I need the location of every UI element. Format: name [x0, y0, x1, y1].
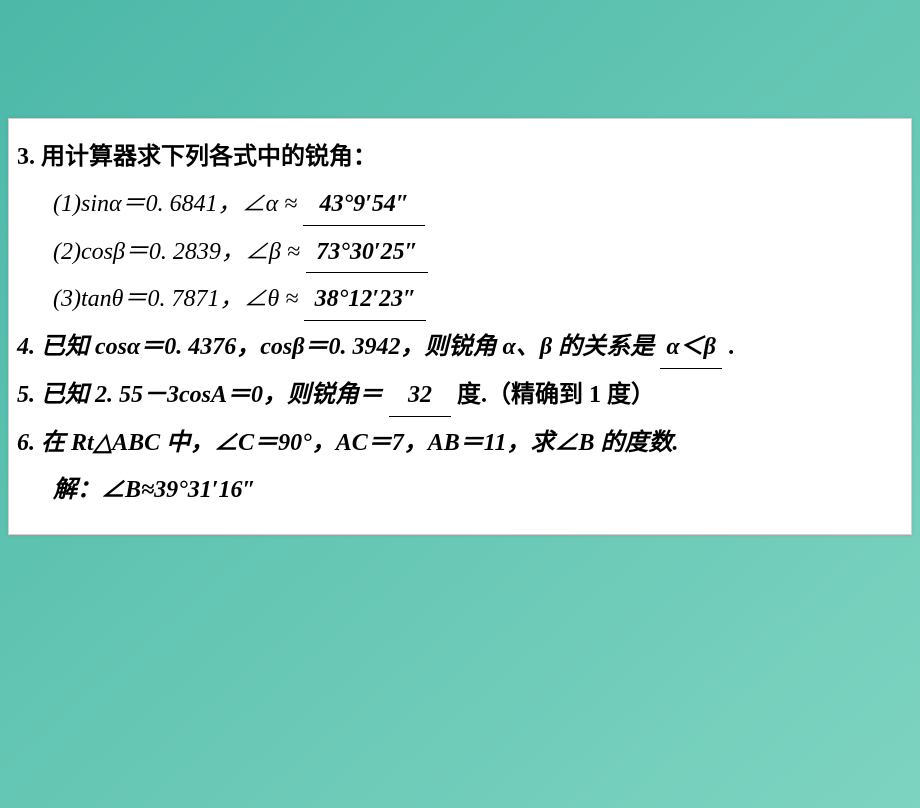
q6-title: 6. 在 Rt△ABC 中，∠C＝90°，AC＝7，AB＝11，求∠B 的度数.: [17, 423, 895, 464]
q3-item1-answer: 43°9′54″: [303, 184, 425, 226]
q5-post: 度.（精确到 1 度）: [457, 382, 655, 408]
q5-answer: 32: [389, 375, 451, 417]
q3-item3-answer: 38°12′23″: [304, 279, 426, 321]
q6-solution: 解：∠B≈39°31′16″: [17, 470, 895, 511]
q3-item2: (2)cosβ＝0. 2839，∠β ≈ 73°30′25″: [17, 232, 895, 274]
q6-sol-label: 解：: [53, 477, 101, 503]
q3-item2-answer: 73°30′25″: [306, 232, 428, 274]
q3-item3-pre: (3)tanθ＝0. 7871，∠θ ≈: [53, 286, 298, 312]
q3-item1: (1)sinα＝0. 6841，∠α ≈ 43°9′54″: [17, 184, 895, 226]
q4-post: .: [728, 334, 734, 360]
q3-item3: (3)tanθ＝0. 7871，∠θ ≈ 38°12′23″: [17, 279, 895, 321]
q4-answer: α＜β: [660, 327, 722, 369]
q4-pre: 4. 已知 cosα＝0. 4376，cosβ＝0. 3942，则锐角 α、β …: [17, 334, 654, 360]
q3-title: 3. 用计算器求下列各式中的锐角：: [17, 137, 895, 178]
q4-line: 4. 已知 cosα＝0. 4376，cosβ＝0. 3942，则锐角 α、β …: [17, 327, 895, 369]
q5-pre: 5. 已知 2. 55－3cosA＝0，则锐角＝: [17, 382, 383, 408]
main-content: 3. 用计算器求下列各式中的锐角： (1)sinα＝0. 6841，∠α ≈ 4…: [8, 118, 912, 535]
q5-line: 5. 已知 2. 55－3cosA＝0，则锐角＝ 32 度.（精确到 1 度）: [17, 375, 895, 417]
q6-sol-value: ∠B≈39°31′16″: [101, 477, 256, 503]
q3-item1-pre: (1)sinα＝0. 6841，∠α ≈: [53, 191, 297, 217]
q3-item2-pre: (2)cosβ＝0. 2839，∠β ≈: [53, 239, 300, 265]
